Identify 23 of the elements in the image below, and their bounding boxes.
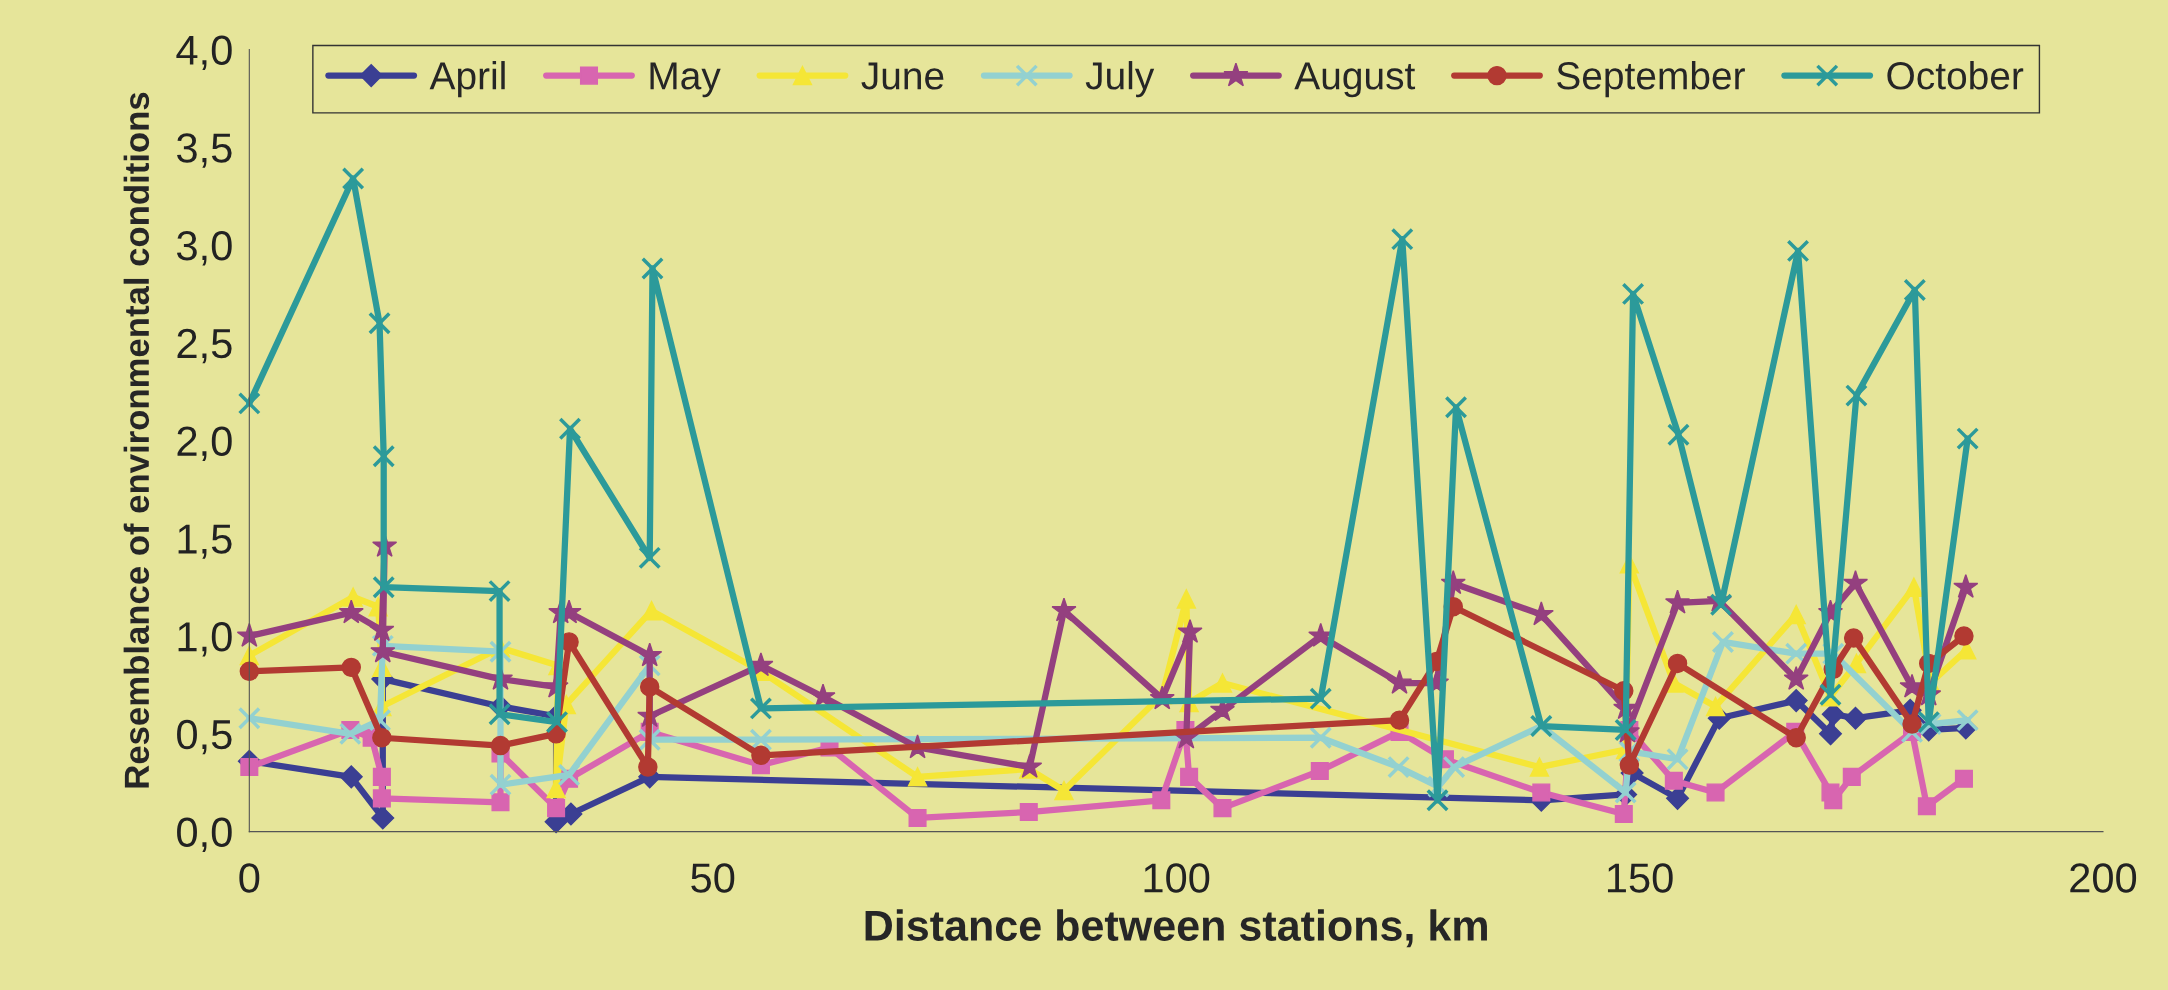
y-axis-title: Resemblance of environmental conditions bbox=[123, 92, 150, 788]
x-tick-label: 50 bbox=[691, 863, 735, 893]
legend-label: July bbox=[1085, 61, 1155, 98]
y-tick-label: 2,0 bbox=[177, 426, 232, 461]
y-tick-label: 3,0 bbox=[177, 231, 232, 266]
x-tick-label: 0 bbox=[239, 863, 260, 893]
legend-label: October bbox=[1887, 61, 2024, 90]
legend-label: August bbox=[1294, 62, 1416, 98]
y-tick-label: 1,5 bbox=[178, 524, 232, 559]
legend-label: September bbox=[1557, 61, 1745, 98]
y-tick-label: 4,0 bbox=[176, 35, 232, 70]
x-tick-label: 100 bbox=[1144, 863, 1210, 893]
y-tick-label: 0,5 bbox=[177, 719, 232, 755]
legend-label: April bbox=[429, 61, 505, 98]
y-tick-label: 2,5 bbox=[177, 328, 232, 364]
x-tick-label: 200 bbox=[2070, 863, 2137, 893]
y-tick-label: 1,0 bbox=[178, 622, 232, 657]
y-tick-label: 3,5 bbox=[177, 133, 232, 168]
x-axis-title: Distance between stations, km bbox=[865, 909, 1487, 948]
y-tick-label: 0,0 bbox=[177, 817, 232, 853]
legend-label: June bbox=[861, 62, 944, 90]
x-tick-label: 150 bbox=[1607, 863, 1673, 893]
legend-label: May bbox=[650, 62, 721, 98]
